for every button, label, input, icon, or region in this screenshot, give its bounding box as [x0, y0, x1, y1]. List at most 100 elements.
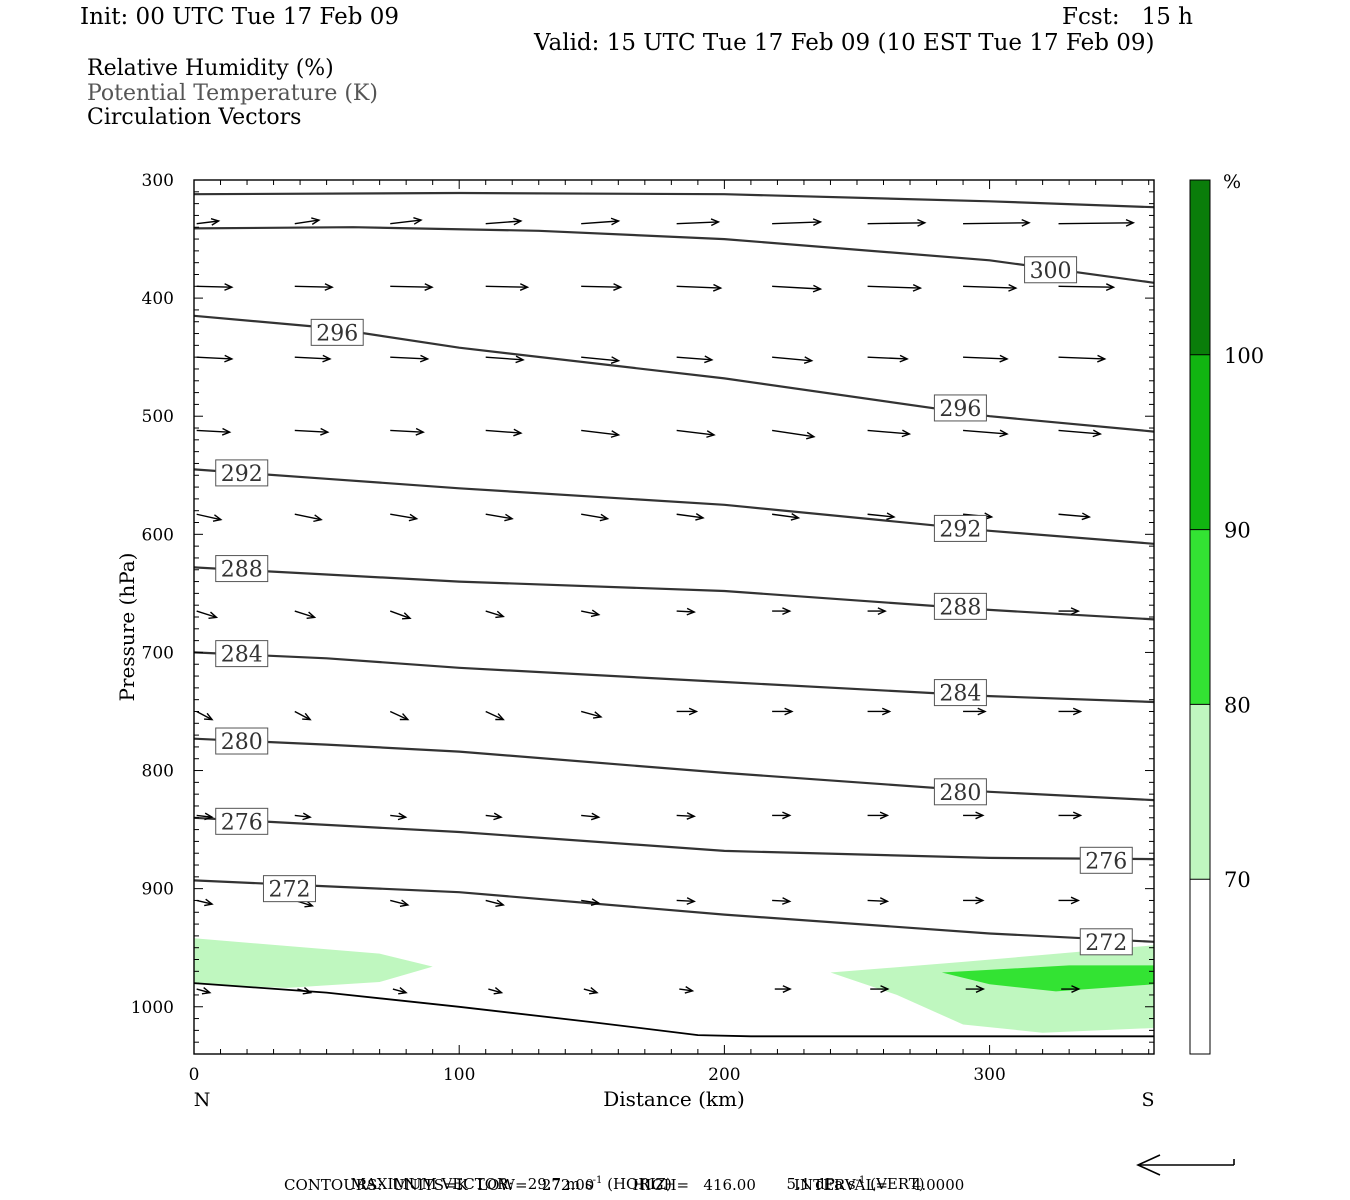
circulation-vector — [963, 218, 1031, 227]
circulation-vector — [196, 610, 219, 619]
svg-text:280: 280 — [221, 730, 263, 755]
circulation-vector — [1058, 707, 1083, 716]
theta-contour-288 — [193, 566, 1155, 621]
theta-contour-280 — [193, 737, 1155, 802]
theta-label-300: 300 — [1024, 256, 1078, 284]
circulation-vector — [485, 513, 514, 522]
circulation-vector — [581, 283, 623, 291]
circulation-vector — [772, 513, 801, 521]
x-tick-label: 100 — [443, 1065, 475, 1085]
circulation-vector — [679, 986, 695, 994]
contours-info: CONTOURS: UNITS=K LOW= 272.00 HIGH= 416.… — [284, 1176, 965, 1194]
y-tick-label: 700 — [142, 643, 174, 663]
circulation-vector — [294, 710, 312, 721]
circulation-vector — [1058, 512, 1092, 521]
circulation-vector — [581, 429, 621, 438]
x-tick-label: 0 — [189, 1065, 200, 1085]
x-end-label-left: N — [194, 1089, 211, 1111]
circulation-vector — [196, 427, 232, 436]
circulation-vector — [772, 429, 816, 440]
circulation-vector — [297, 987, 313, 995]
theta-contour-300 — [193, 226, 1155, 284]
circulation-vector — [963, 429, 1009, 438]
circulation-vector — [772, 707, 794, 716]
circulation-vector — [196, 987, 212, 995]
circulation-vector — [485, 355, 525, 364]
y-tick-label: 500 — [142, 407, 174, 427]
superscript-vert: -1 — [855, 1175, 866, 1186]
circulation-vector — [485, 812, 503, 821]
circulation-vector — [390, 354, 430, 363]
circulation-vector — [965, 985, 986, 993]
colorbar-level-label: 100 — [1224, 344, 1264, 368]
circulation-vector — [294, 812, 312, 821]
circulation-vector — [1061, 985, 1081, 993]
circulation-vector — [774, 985, 792, 993]
circulation-vector — [196, 812, 214, 821]
theta-label-292: 292 — [933, 514, 987, 542]
circulation-vector — [676, 707, 699, 716]
circulation-vector — [963, 354, 1009, 363]
circulation-vector — [867, 219, 927, 227]
circulation-vector — [485, 610, 505, 619]
reference-vector-arrow-icon — [1136, 1154, 1235, 1176]
circulation-vector — [196, 283, 234, 291]
theta-label-272: 272 — [262, 875, 316, 903]
circulation-vector — [581, 356, 621, 364]
circulation-vector — [676, 897, 696, 905]
circulation-vector — [488, 987, 504, 995]
y-tick-label: 300 — [142, 171, 174, 191]
circulation-vector — [581, 217, 621, 226]
circulation-vector — [867, 283, 923, 292]
circulation-vector — [867, 897, 890, 905]
theta-label-292: 292 — [215, 459, 269, 487]
rh-region-70-80 — [194, 938, 433, 988]
y-tick-label: 1000 — [131, 998, 174, 1018]
x-tick-label: 300 — [973, 1065, 1005, 1085]
circulation-vector — [580, 710, 603, 719]
theta-contour-296 — [193, 314, 1155, 433]
circulation-vector — [867, 811, 890, 820]
circulation-vector — [485, 710, 505, 721]
circulation-vector — [581, 609, 601, 618]
circulation-vector — [294, 610, 317, 619]
field-rh: Relative Humidity (%) — [87, 56, 334, 81]
valid-time: Valid: 15 UTC Tue 17 Feb 09 (10 EST Tue … — [534, 30, 1155, 56]
theta-label-280: 280 — [933, 778, 987, 806]
svg-text:284: 284 — [939, 682, 981, 707]
circulation-vector — [581, 513, 610, 522]
colorbar-unit-label: % — [1223, 171, 1241, 193]
svg-text:292: 292 — [221, 462, 263, 487]
theta-label-284: 284 — [215, 640, 269, 668]
circulation-vector — [294, 217, 321, 225]
theta-contour-304 — [193, 191, 1155, 209]
circulation-vector — [870, 985, 890, 993]
circulation-vector — [676, 607, 696, 616]
circulation-vector — [390, 513, 419, 522]
superscript-horiz: -1 — [592, 1175, 603, 1186]
circulation-vector — [772, 218, 823, 227]
circulation-vector — [963, 896, 985, 905]
svg-text:284: 284 — [221, 643, 263, 668]
svg-text:296: 296 — [939, 397, 981, 422]
circulation-vector — [676, 218, 721, 227]
circulation-vector — [390, 217, 423, 225]
theta-label-272: 272 — [1079, 928, 1133, 956]
circulation-vector — [196, 710, 214, 721]
init-time: Init: 00 UTC Tue 17 Feb 09 — [80, 4, 400, 30]
max-vector-label: MAXIMUM VECTOR: — [350, 1175, 514, 1193]
circulation-vector — [485, 428, 523, 437]
theta-contour-276 — [193, 816, 1155, 861]
theta-label-284: 284 — [933, 679, 987, 707]
x-axis-label: Distance (km) — [603, 1087, 745, 1111]
colorbar-segment — [1190, 879, 1210, 1054]
svg-text:272: 272 — [1085, 931, 1127, 956]
circulation-vector — [867, 354, 909, 363]
svg-text:276: 276 — [1085, 849, 1127, 874]
circulation-vector — [676, 355, 714, 364]
colorbar-frame — [1189, 179, 1211, 1055]
field-vectors: Circulation Vectors — [87, 105, 302, 130]
y-tick-label: 600 — [142, 525, 174, 545]
circulation-vector — [963, 811, 985, 820]
